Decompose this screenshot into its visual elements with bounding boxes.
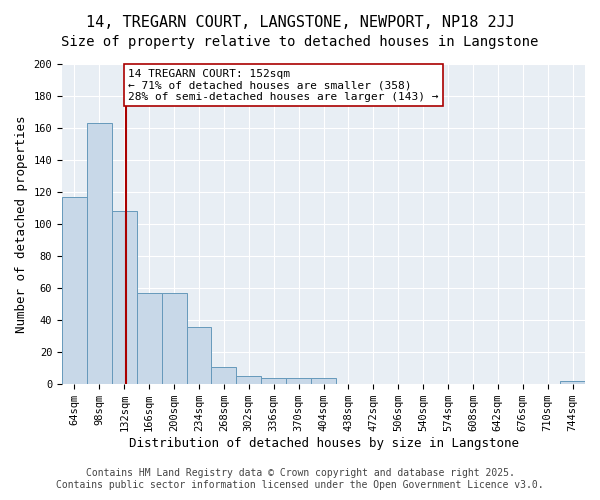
Text: Size of property relative to detached houses in Langstone: Size of property relative to detached ho… xyxy=(61,35,539,49)
Bar xyxy=(286,378,311,384)
Bar xyxy=(161,293,187,384)
Bar xyxy=(187,326,211,384)
Bar xyxy=(236,376,261,384)
Bar xyxy=(261,378,286,384)
Y-axis label: Number of detached properties: Number of detached properties xyxy=(15,116,28,333)
Bar xyxy=(211,366,236,384)
Bar xyxy=(560,381,585,384)
Bar xyxy=(112,212,137,384)
X-axis label: Distribution of detached houses by size in Langstone: Distribution of detached houses by size … xyxy=(128,437,518,450)
Bar xyxy=(62,197,87,384)
Bar xyxy=(137,293,161,384)
Text: Contains HM Land Registry data © Crown copyright and database right 2025.
Contai: Contains HM Land Registry data © Crown c… xyxy=(56,468,544,490)
Bar xyxy=(87,123,112,384)
Text: 14, TREGARN COURT, LANGSTONE, NEWPORT, NP18 2JJ: 14, TREGARN COURT, LANGSTONE, NEWPORT, N… xyxy=(86,15,514,30)
Bar xyxy=(311,378,336,384)
Text: 14 TREGARN COURT: 152sqm
← 71% of detached houses are smaller (358)
28% of semi-: 14 TREGARN COURT: 152sqm ← 71% of detach… xyxy=(128,69,439,102)
